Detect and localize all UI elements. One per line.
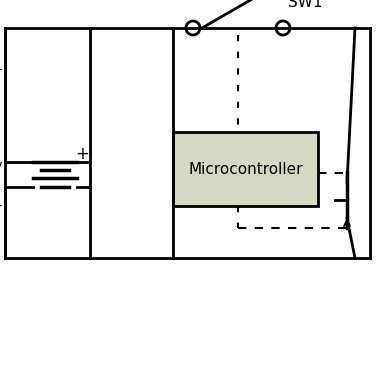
Text: Microcontroller: Microcontroller: [188, 162, 303, 176]
Text: SW1: SW1: [288, 0, 322, 10]
Text: er: er: [0, 66, 2, 79]
Bar: [173, 132, 318, 206]
Text: +: +: [75, 145, 89, 163]
Text: y: y: [0, 159, 2, 172]
Text: tor: tor: [0, 201, 2, 215]
